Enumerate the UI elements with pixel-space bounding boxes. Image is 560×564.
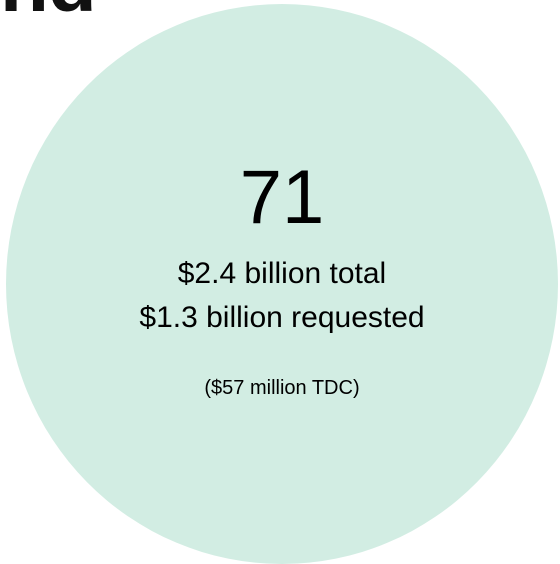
requested-amount-text: $1.3 billion requested	[139, 301, 425, 334]
total-amount-text: $2.4 billion total	[177, 257, 387, 290]
tdc-note-text: ($57 million TDC)	[204, 377, 360, 399]
cropped-heading-text: nd	[0, 0, 97, 24]
stat-circle	[6, 4, 558, 564]
stat-number: 71	[239, 155, 325, 240]
